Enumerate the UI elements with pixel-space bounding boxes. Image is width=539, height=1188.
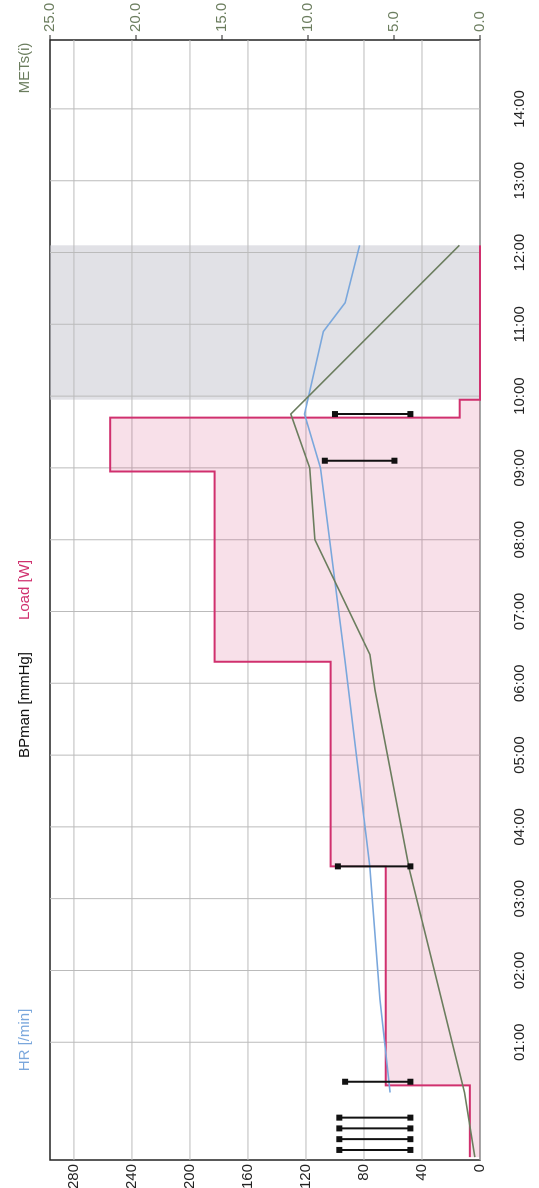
- x-tick-label: 14:00: [511, 90, 528, 128]
- bp-cap: [407, 863, 414, 870]
- axis-title: METs(i): [16, 43, 33, 94]
- bp-cap: [407, 1125, 414, 1132]
- x-tick-label: 11:00: [511, 306, 528, 342]
- bp-cap: [334, 863, 341, 870]
- bp-cap: [336, 1114, 343, 1121]
- y-tick-label: 200: [181, 1164, 198, 1188]
- y2-tick-label: 0.0: [471, 11, 488, 32]
- x-tick-label: 09:00: [511, 449, 528, 487]
- x-tick-label: 05:00: [511, 736, 528, 774]
- x-tick-label: 03:00: [511, 880, 528, 918]
- y-tick-label: 160: [239, 1164, 256, 1188]
- bp-cap: [331, 411, 338, 418]
- recovery-shade: [50, 245, 480, 400]
- series-line: [289, 244, 476, 1158]
- y-tick-label: 240: [123, 1164, 140, 1188]
- bp-cap: [391, 457, 398, 464]
- x-tick-label: 13:00: [511, 162, 528, 200]
- x-tick-label: 06:00: [511, 665, 528, 703]
- y2-tick-label: 5.0: [385, 11, 402, 32]
- bp-cap: [407, 1136, 414, 1143]
- series-line: [303, 245, 391, 1093]
- y2-tick-label: 25.0: [41, 3, 58, 32]
- bp-cap: [321, 457, 328, 464]
- y-tick-label: 280: [65, 1164, 82, 1188]
- x-tick-label: 02:00: [511, 952, 528, 990]
- x-tick-label: 12:00: [511, 234, 528, 272]
- y2-tick-label: 10.0: [299, 3, 316, 32]
- x-tick-label: 01:00: [511, 1023, 528, 1061]
- bp-cap: [407, 1078, 414, 1085]
- y-tick-label: 120: [297, 1164, 314, 1188]
- axis-title: Load [W]: [16, 560, 33, 620]
- bp-cap: [407, 1114, 414, 1121]
- axis-title: BPman [mmHg]: [16, 652, 33, 758]
- x-tick-label: 10:00: [511, 377, 528, 415]
- bp-cap: [336, 1125, 343, 1132]
- y-tick-label: 40: [413, 1164, 430, 1181]
- bp-cap: [407, 411, 414, 418]
- x-tick-label: 07:00: [511, 593, 528, 631]
- y2-tick-label: 15.0: [213, 3, 230, 32]
- bp-cap: [407, 1146, 414, 1153]
- load-area: [110, 245, 480, 1158]
- bp-cap: [336, 1136, 343, 1143]
- y-tick-label: 0: [471, 1164, 488, 1172]
- bp-cap: [336, 1146, 343, 1153]
- x-tick-label: 08:00: [511, 521, 528, 559]
- y2-tick-label: 20.0: [127, 3, 144, 32]
- bp-cap: [342, 1078, 349, 1085]
- x-tick-label: 04:00: [511, 808, 528, 846]
- y-tick-label: 80: [355, 1164, 372, 1181]
- axis-title: HR [/min]: [16, 1009, 33, 1072]
